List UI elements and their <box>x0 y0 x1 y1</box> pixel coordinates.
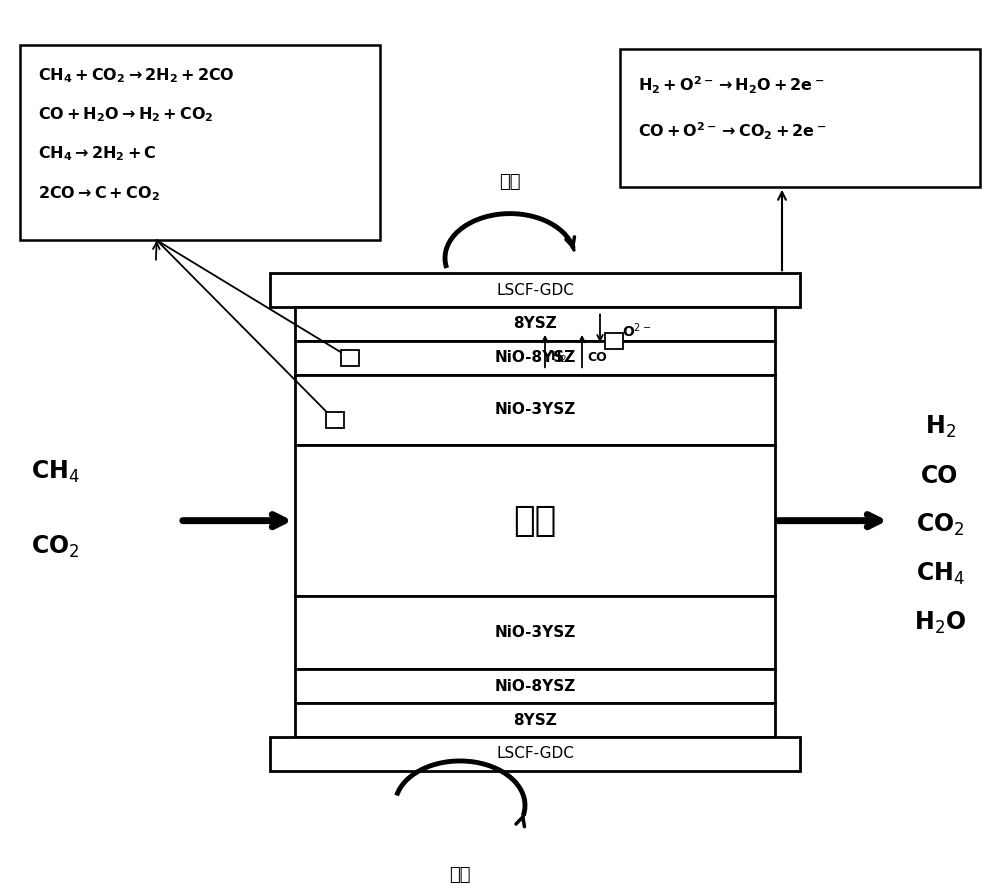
Bar <box>20 44 380 240</box>
Bar <box>295 307 775 341</box>
Text: H$_2$O: H$_2$O <box>914 610 966 636</box>
Bar <box>295 669 775 703</box>
Text: CO: CO <box>921 465 959 488</box>
Text: NiO-8YSZ: NiO-8YSZ <box>494 679 576 693</box>
Text: 孔道: 孔道 <box>513 504 557 538</box>
Text: $\mathbf{CH_4+CO_2 \rightarrow 2H_2+2CO}$: $\mathbf{CH_4+CO_2 \rightarrow 2H_2+2CO}… <box>38 67 235 85</box>
Bar <box>270 737 800 771</box>
Text: LSCF-GDC: LSCF-GDC <box>496 283 574 297</box>
Text: 空气: 空气 <box>499 174 521 191</box>
Text: $\mathbf{CO+O^{2-} \rightarrow CO_2+2e^-}$: $\mathbf{CO+O^{2-} \rightarrow CO_2+2e^-… <box>638 121 826 142</box>
Text: CO: CO <box>587 352 607 364</box>
Bar <box>295 703 775 737</box>
Text: 8YSZ: 8YSZ <box>513 317 557 331</box>
Text: CO$_2$: CO$_2$ <box>916 512 964 538</box>
Text: 8YSZ: 8YSZ <box>513 713 557 727</box>
Bar <box>326 412 344 428</box>
Bar <box>295 596 775 669</box>
Bar <box>295 341 775 375</box>
Text: $\mathbf{CO+H_2O \rightarrow H_2+CO_2}$: $\mathbf{CO+H_2O \rightarrow H_2+CO_2}$ <box>38 106 214 125</box>
Text: $\mathbf{2CO \rightarrow C+CO_2}$: $\mathbf{2CO \rightarrow C+CO_2}$ <box>38 184 160 203</box>
Text: CO$_2$: CO$_2$ <box>31 534 79 561</box>
Text: $\mathbf{H_2+O^{2-} \rightarrow H_2O+2e^-}$: $\mathbf{H_2+O^{2-} \rightarrow H_2O+2e^… <box>638 75 824 96</box>
Text: CH$_4$: CH$_4$ <box>31 458 79 485</box>
Text: O$^{2-}$: O$^{2-}$ <box>622 321 651 340</box>
Bar <box>270 273 800 307</box>
Text: 空气: 空气 <box>449 866 471 884</box>
Text: $\mathbf{CH_4 \rightarrow 2H_2+C}$: $\mathbf{CH_4 \rightarrow 2H_2+C}$ <box>38 145 156 164</box>
Bar <box>620 49 980 187</box>
Bar <box>295 375 775 445</box>
Bar <box>295 445 775 596</box>
Text: H$_2$: H$_2$ <box>550 351 567 365</box>
Text: NiO-3YSZ: NiO-3YSZ <box>494 402 576 417</box>
Text: CH$_4$: CH$_4$ <box>916 561 964 587</box>
Text: NiO-3YSZ: NiO-3YSZ <box>494 626 576 640</box>
Text: H$_2$: H$_2$ <box>925 414 955 441</box>
Bar <box>341 350 359 366</box>
Bar <box>605 333 623 349</box>
Text: LSCF-GDC: LSCF-GDC <box>496 747 574 761</box>
Text: NiO-8YSZ: NiO-8YSZ <box>494 351 576 365</box>
